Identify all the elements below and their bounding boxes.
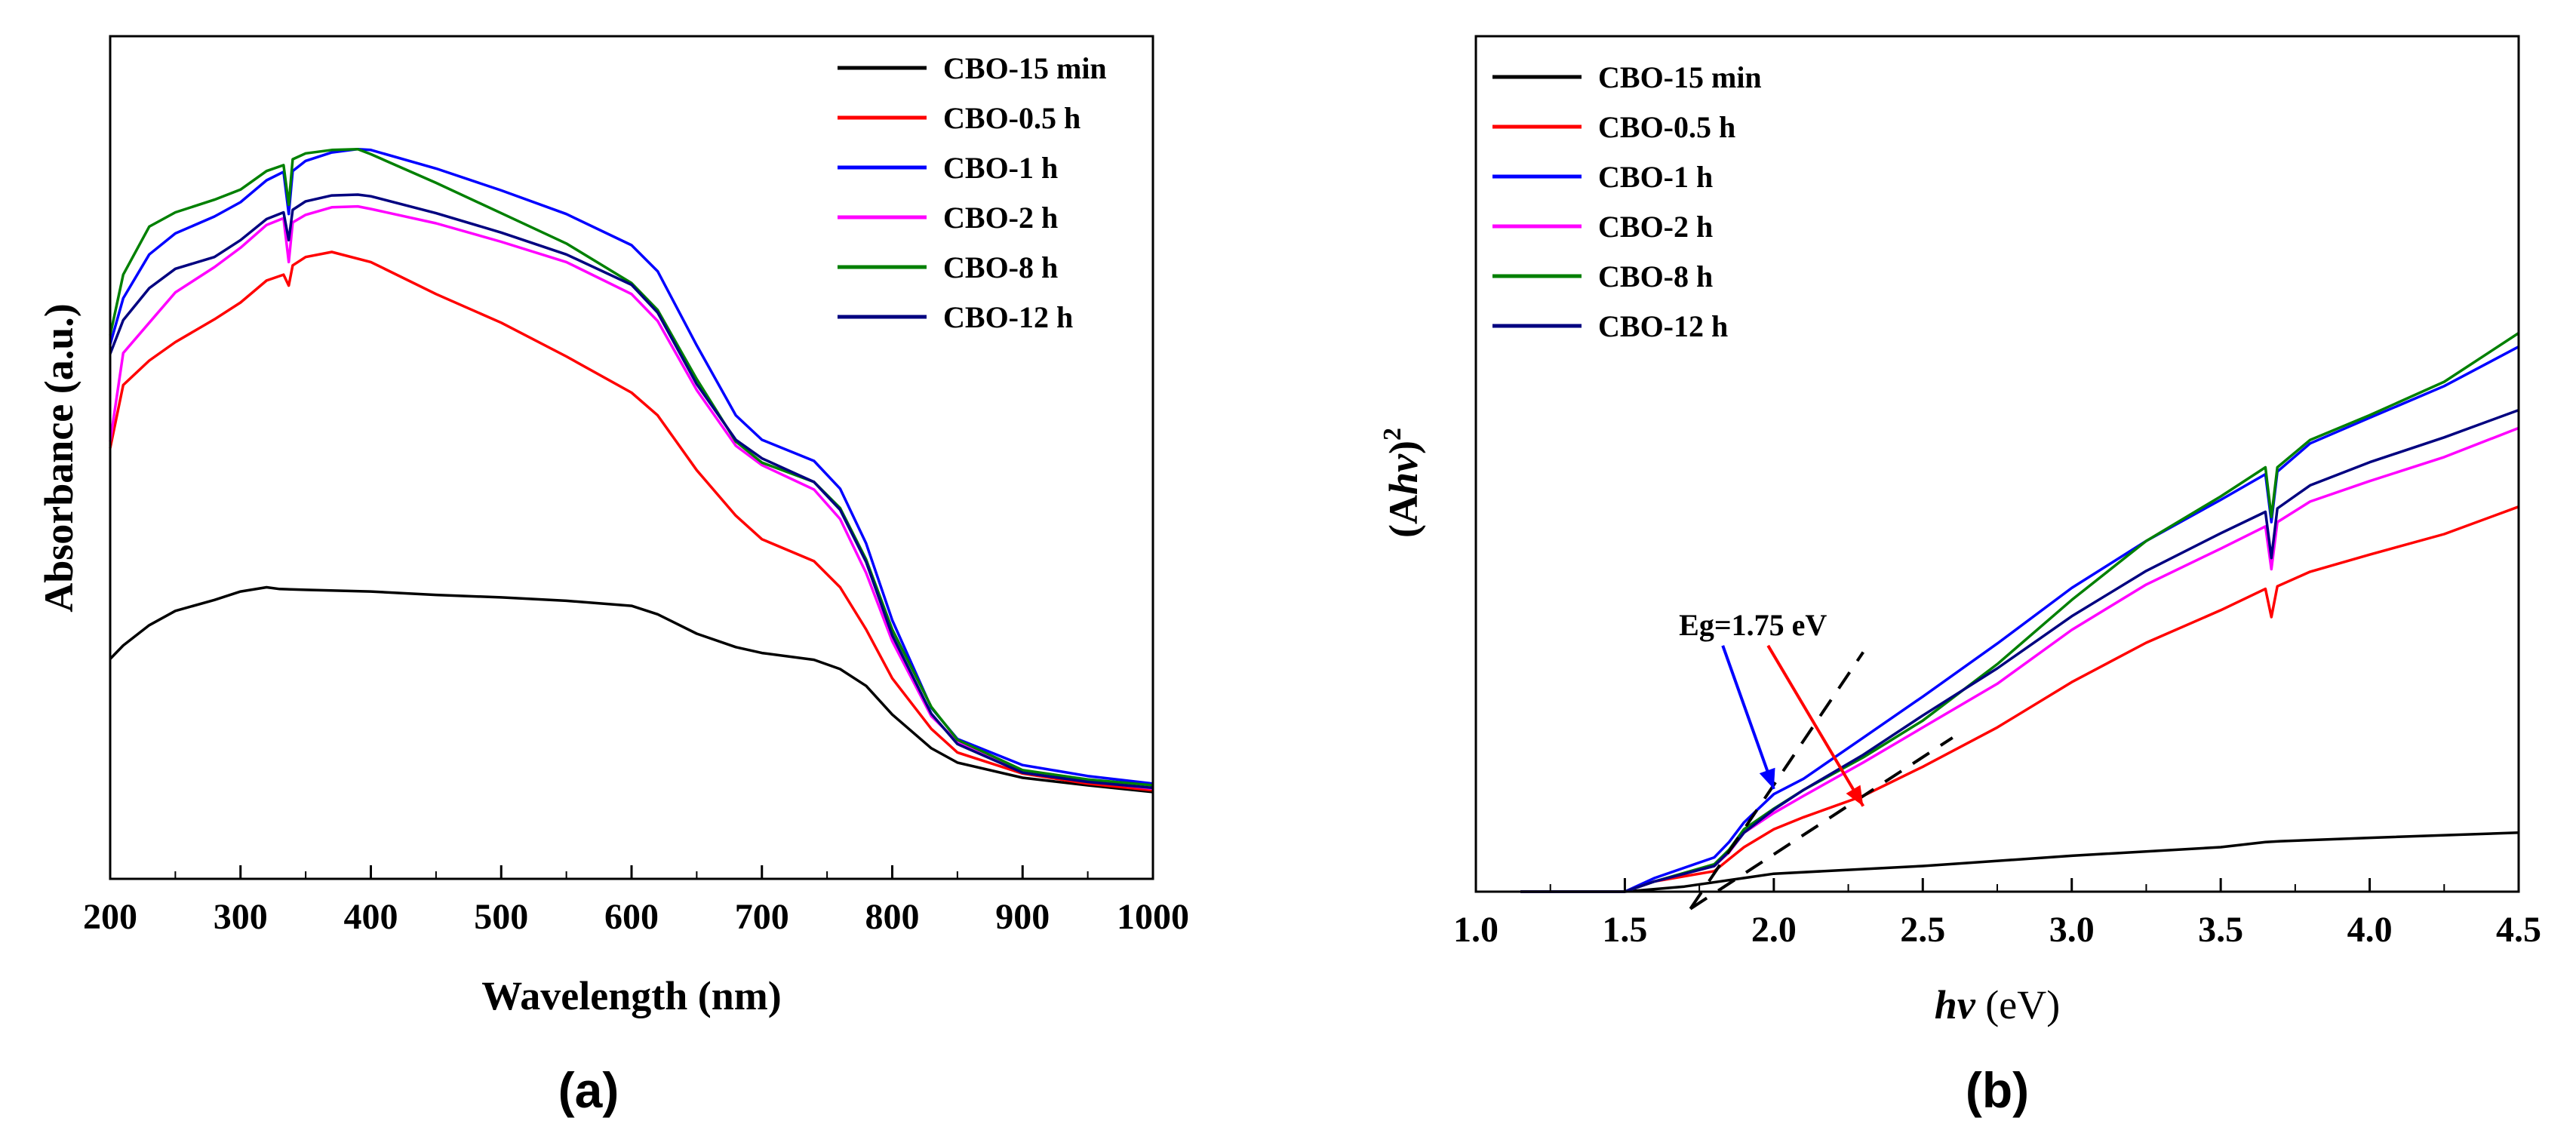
panel-a-x-tick-label: 900 [995, 897, 1050, 937]
panel-a-x-tick-label: 400 [344, 897, 398, 937]
panel-b-x-tick-label: 2.0 [1751, 910, 1797, 950]
panel-b-annotation-arrowhead [1759, 767, 1775, 789]
panel-b-x-tick-label: 4.5 [2496, 910, 2541, 950]
panel-b-y-axis-label-prefix: (A [1381, 495, 1426, 538]
panel-b-legend-label: CBO-1 h [1598, 160, 1713, 194]
panel-a-legend-label: CBO-8 h [943, 250, 1058, 284]
panel-a-series-cbo-12-h [109, 193, 1154, 790]
panel-b-legend-label: CBO-2 h [1598, 210, 1713, 244]
panel-b-tangent-line [1689, 736, 1954, 911]
panel-b-x-tick-label: 3.0 [2049, 910, 2095, 950]
panel-b-tauc-plot: 1.0 1.5 2.0 2.5 3.0 3.5 4.0 4.5 hv (eV) (Ahv)2 … [1379, 35, 2541, 1027]
panel-b-annotation-arrow [1721, 645, 1775, 790]
panel-b-tangent-line [1689, 651, 1864, 910]
panel-b-x-tick-label: 1.5 [1602, 910, 1647, 950]
panel-a-legend-label: CBO-0.5 h [943, 101, 1081, 135]
panel-a-x-tick-label: 1000 [1117, 897, 1189, 937]
panel-b-x-axis-label-unit: (eV) [1975, 982, 2060, 1027]
panel-b-y-axis-label-superscript: 2 [1379, 428, 1406, 441]
panel-b-x-tick-label: 1.0 [1453, 910, 1499, 950]
panel-a-legend-label: CBO-2 h [943, 201, 1058, 235]
panel-b-annotation-arrowhead [1846, 785, 1864, 806]
panel-a-series-cbo-1-h [109, 147, 1154, 785]
panel-a-y-axis-label: Absorbance (a.u.) [36, 303, 81, 613]
panel-b-legend: CBO-15 min CBO-0.5 h CBO-1 h CBO-2 h CBO-8 h… [1492, 60, 1762, 343]
panel-b-x-tick-label: 4.0 [2347, 910, 2393, 950]
panel-b-annotation-arrow [1766, 644, 1865, 807]
panel-b-y-axis-label-italic: hv [1381, 453, 1426, 495]
panel-b-series-cbo-15-min [1520, 831, 2519, 893]
panel-b-legend-label: CBO-12 h [1598, 309, 1728, 343]
panel-b-x-axis-label: hv (eV) [1935, 982, 2060, 1027]
panel-b-legend-label: CBO-0.5 h [1598, 110, 1735, 144]
panel-b-legend-label: CBO-8 h [1598, 260, 1713, 293]
panel-b-legend-label: CBO-15 min [1598, 60, 1762, 94]
panel-b-series-cbo-0-5-h [1520, 505, 2519, 893]
panel-a-series-cbo-15-min [109, 585, 1154, 794]
panel-a-x-tick-label: 800 [865, 897, 920, 937]
panel-a-legend-label: CBO-1 h [943, 151, 1058, 185]
panel-b-y-axis-label: (Ahv)2 [1379, 428, 1426, 538]
panel-b-y-axis-label-close: ) [1381, 441, 1426, 454]
panel-a-plot-content [109, 147, 1154, 794]
panel-a-series-cbo-2-h [109, 204, 1154, 791]
panel-a-series-cbo-0-5-h [109, 250, 1154, 792]
panel-a-x-tick-label: 700 [735, 897, 789, 937]
panel-b-series-cbo-2-h [1520, 426, 2519, 893]
panel-a-x-tick-label: 500 [474, 897, 528, 937]
panel-a-legend: CBO-15 min CBO-0.5 h CBO-1 h CBO-2 h CBO-8 h… [838, 51, 1107, 334]
panel-b-x-ticks: 1.0 1.5 2.0 2.5 3.0 3.5 4.0 4.5 [1453, 878, 2541, 950]
panel-a-x-ticks: 200 300 400 500 600 700 800 900 1000 [83, 865, 1189, 937]
panel-b-series-cbo-1-h [1520, 346, 2519, 893]
panel-a-legend-label: CBO-12 h [943, 300, 1073, 334]
panel-b-bandgap-annotation: Eg=1.75 eV [1679, 608, 1827, 642]
panel-b-series-cbo-12-h [1520, 408, 2519, 893]
panel-b-x-tick-label: 2.5 [1900, 910, 1945, 950]
panel-a-series-cbo-8-h [109, 147, 1154, 787]
panel-a-absorbance-chart: 200 300 400 500 600 700 800 900 1000 Wavelength … [36, 35, 1189, 1018]
panel-b-x-axis-label-italic: hv [1935, 982, 1976, 1027]
panel-b-caption-label: (b) [1966, 1062, 2029, 1118]
panel-a-legend-label: CBO-15 min [943, 51, 1107, 85]
panel-a-x-tick-label: 200 [83, 897, 137, 937]
panel-b-x-tick-label: 3.5 [2198, 910, 2243, 950]
panel-a-x-axis-label: Wavelength (nm) [481, 973, 782, 1018]
panel-a-caption-label: (a) [558, 1062, 619, 1118]
panel-a-x-tick-label: 600 [604, 897, 659, 937]
panel-a-x-tick-label: 300 [214, 897, 268, 937]
panel-b-series-cbo-8-h [1520, 332, 2519, 893]
panel-b-annotation: Eg=1.75 eV [1679, 608, 1865, 807]
panel-b-plot-content [1520, 332, 2519, 911]
